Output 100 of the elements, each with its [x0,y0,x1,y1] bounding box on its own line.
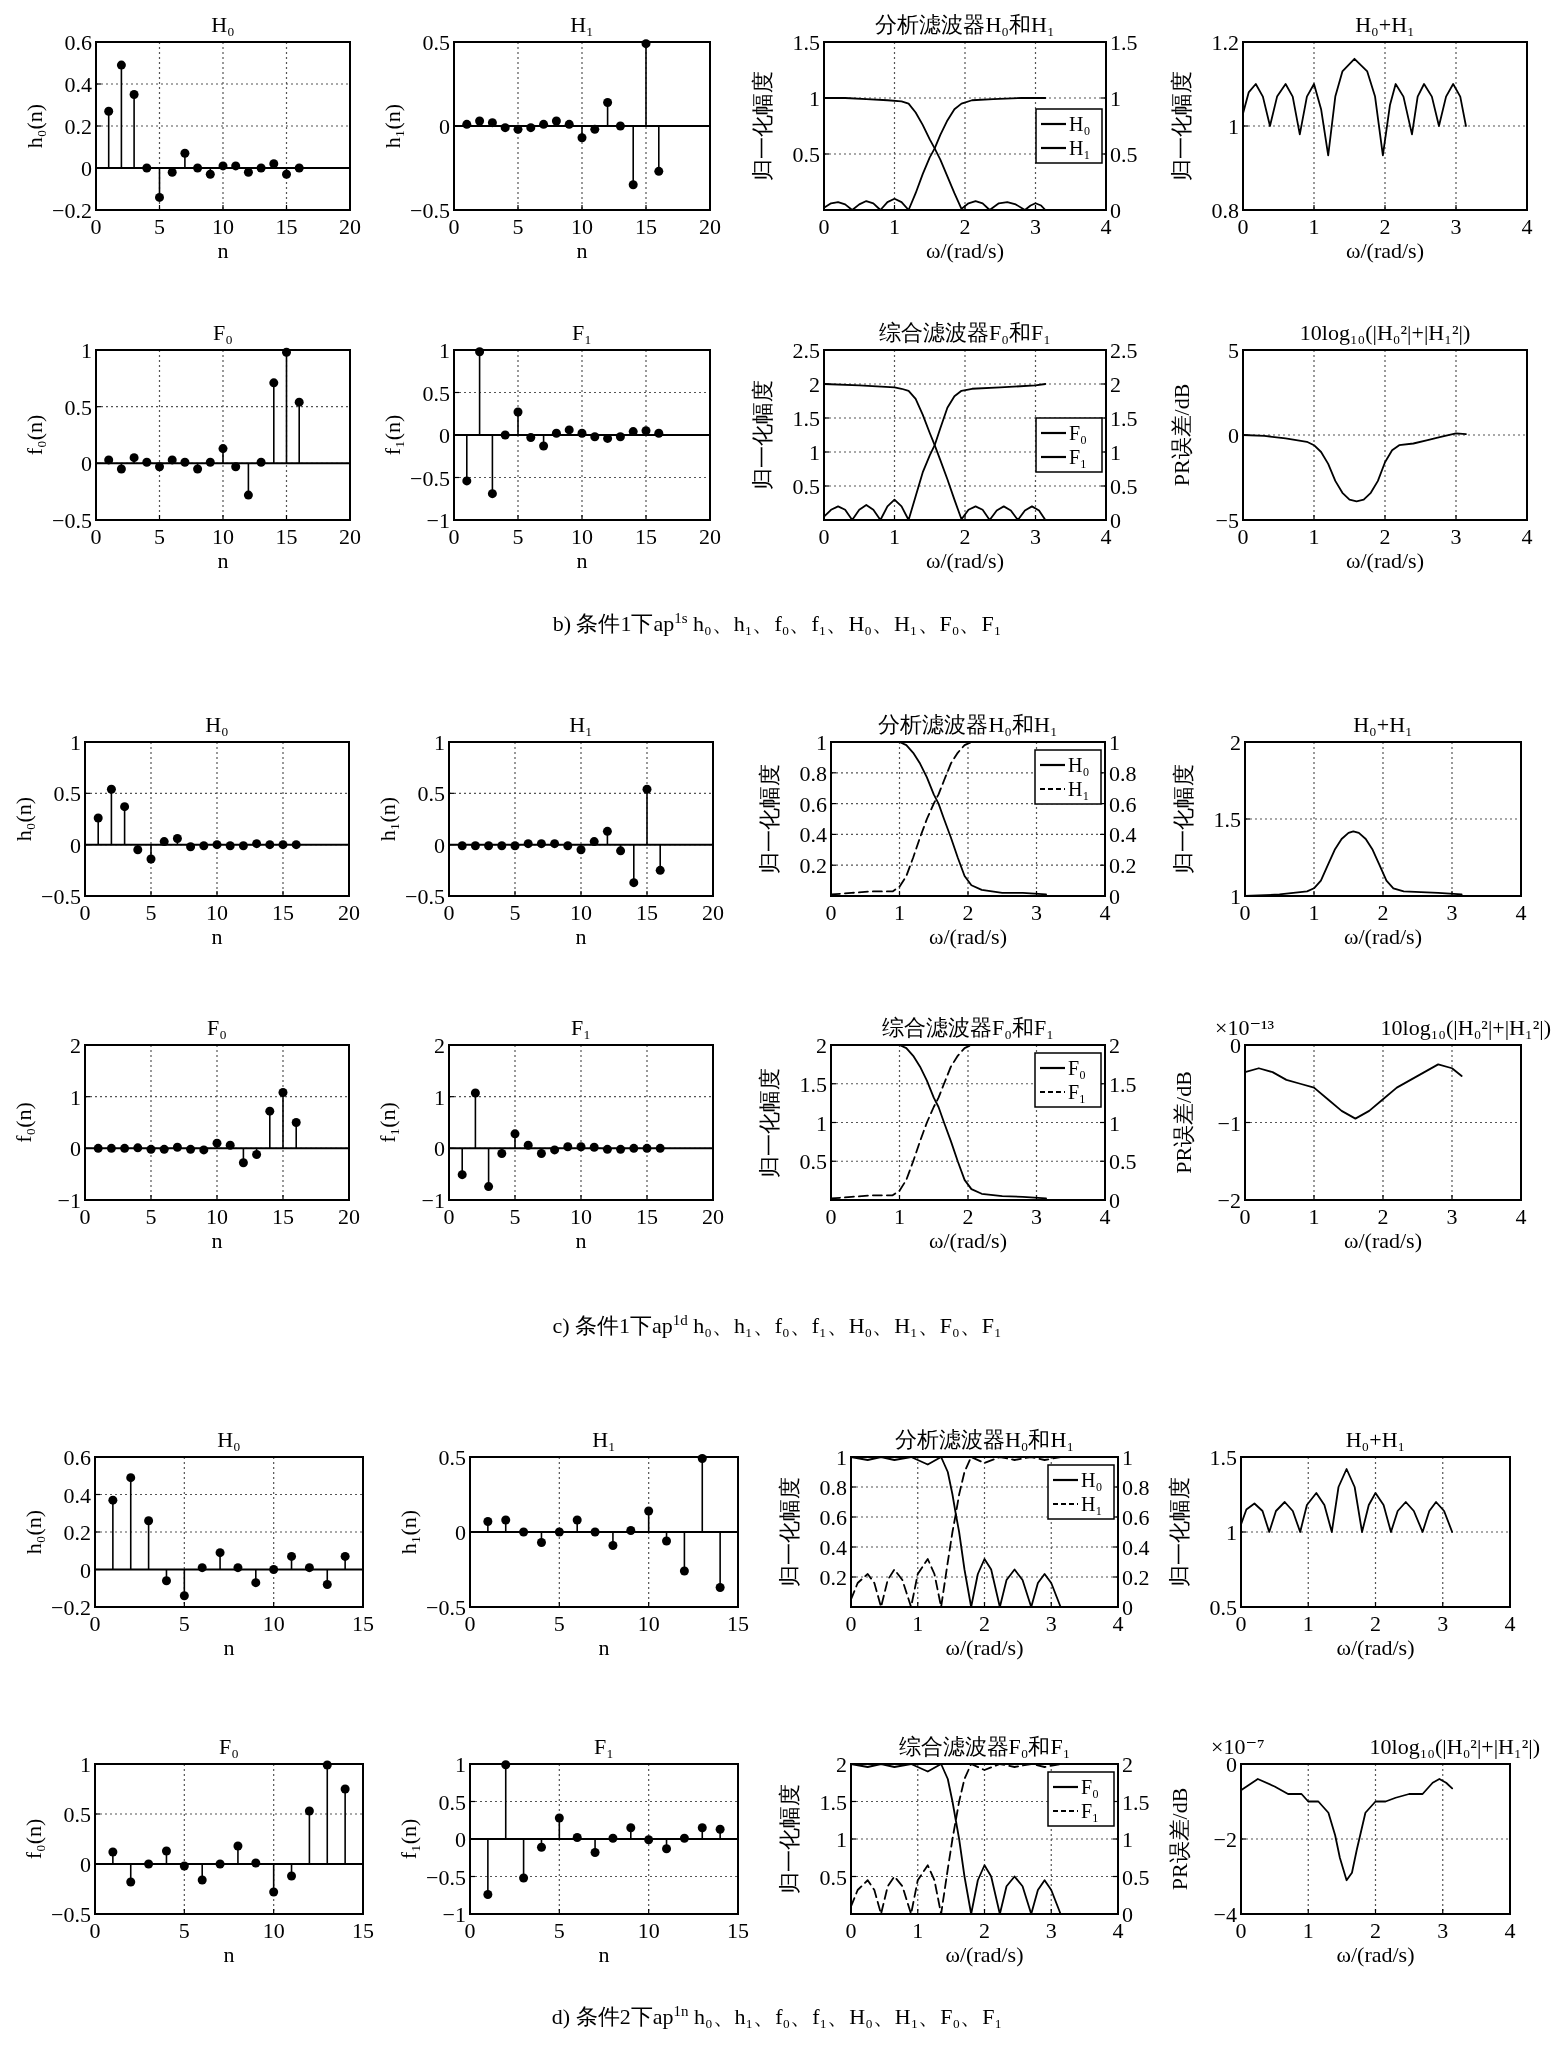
y-tick-label: 0.2 [819,1565,847,1590]
x-tick-label: 1 [894,1204,905,1229]
x-axis-title: n [223,1942,235,1967]
x-tick-label: 20 [702,900,724,925]
text: c) 条件1下ap$^{1d}$ h₀、h₁、f₀、f₁、H₀、H₁、F₀、F₁ [552,1312,1002,1338]
legend-label: H₀ [1068,754,1090,776]
y-tick-label: 1 [70,1084,81,1110]
y-tick-label: −5 [1215,508,1239,533]
y2-tick-label: 0.5 [1122,1864,1150,1890]
y-axis-title: f₁(n) [380,414,405,456]
y-axis-title: 归一化幅度 [750,380,775,490]
x-tick-label: 10 [637,1918,660,1943]
y2-tick-label: 0 [1109,1188,1120,1213]
y-tick-label: 0 [70,832,81,858]
y2-tick-label: 1 [1122,1445,1133,1470]
y2-tick-label: 0.4 [1122,1535,1150,1560]
y2-tick-label: 1.5 [1110,30,1138,55]
y-tick-label: 0.6 [799,791,827,817]
x-tick-label: 10 [206,900,228,925]
y-tick-label: 0.5 [438,1445,466,1470]
y-tick-label: −1 [1217,1110,1241,1136]
y-tick-label: 1 [809,86,820,111]
chart-title: 综合滤波器F₀和F₁ [898,1734,1071,1759]
x-axis-title: ω/(rad/s) [925,548,1005,573]
y-tick-label: 2 [1230,730,1241,755]
x-tick-label: 2 [1370,1918,1381,1943]
x-tick-label: 1 [1308,900,1320,925]
y-tick-label: −0.5 [426,1864,466,1890]
chart-title: 10log₁₀(|H₀²|+|H₁²|) [1369,1734,1540,1759]
legend-label: H₁ [1068,778,1090,800]
y-tick-label: 1 [455,1752,466,1777]
x-axis-title: ω/(rad/s) [1343,1228,1423,1253]
x-tick-label: 4 [1515,900,1527,925]
y-axis-title: f₀(n) [22,414,47,456]
x-tick-label: 3 [1437,1918,1449,1943]
y-tick-label: 0 [455,1827,466,1852]
x-tick-label: 20 [338,1204,360,1229]
chart-title: F₀ [213,320,233,345]
y-tick-label: 2 [816,1033,827,1058]
x-tick-label: 15 [275,524,298,549]
text: ×10⁻⁷ [1211,1734,1265,1759]
y-axis-title: h₀(n) [21,1509,46,1555]
x-tick-label: 3 [1450,524,1462,549]
legend-label: F₀ [1068,1057,1087,1079]
x-axis-title: ω/(rad/s) [1343,924,1423,949]
y2-tick-label: 0.4 [1109,822,1137,848]
y-tick-label: 0 [81,156,92,181]
x-tick-label: 10 [206,1204,228,1229]
y-tick-label: 0.8 [1211,198,1239,223]
x-axis-title: n [598,1635,610,1660]
y2-tick-label: 0 [1109,884,1120,909]
chart-title: 综合滤波器F₀和F₁ [882,1015,1054,1040]
chart-title: 综合滤波器F₀和F₁ [879,320,1051,345]
y-tick-label: 1 [80,1752,91,1777]
x-tick-label: 4 [1100,214,1112,239]
y-tick-label: 0 [81,451,92,477]
y-tick-label: 1 [816,730,827,755]
y2-tick-label: 0 [1122,1902,1133,1927]
x-axis-title: ω/(rad/s) [928,1228,1008,1253]
x-axis-title: n [576,238,588,263]
y2-tick-label: 0.6 [1122,1505,1150,1530]
text: b) 条件1下ap$^{1s}$ h₀、h₁、f₀、f₁、H₀、H₁、F₀、F₁ [552,610,1002,636]
x-tick-label: 3 [1045,1918,1057,1943]
x-tick-label: 5 [509,900,521,925]
x-axis-title: n [598,1942,610,1967]
x-tick-label: 10 [570,900,592,925]
y-axis-title: 归一化幅度 [1167,1477,1192,1587]
y2-tick-label: 0.5 [1109,1149,1137,1175]
x-tick-label: 2 [1377,1204,1389,1229]
chart-title: F₀ [219,1734,239,1759]
chart-title: F₁ [571,1015,591,1040]
x-tick-label: 1 [1308,1204,1320,1229]
x-tick-label: 3 [1031,900,1042,925]
y-tick-label: 0.5 [417,781,445,807]
text: d) 条件2下ap$^{1n}$ h₀、h₁、f₀、f₁、H₀、H₁、F₀、F₁ [551,2003,1003,2029]
y2-tick-label: 1 [1110,440,1121,465]
y-tick-label: 1 [1228,114,1239,139]
x-axis-title: n [575,1228,587,1253]
y2-tick-label: 2 [1109,1033,1120,1058]
chart-title: F₁ [572,320,592,345]
y-tick-label: 0 [455,1520,466,1545]
x-tick-label: 20 [699,524,721,549]
x-tick-label: 2 [1370,1611,1381,1636]
x-tick-label: 20 [702,1204,724,1229]
x-tick-label: 20 [339,524,361,549]
x-axis-title: n [223,1635,235,1660]
y-tick-label: 1 [809,440,820,465]
chart-title: 分析滤波器H₀和H₁ [875,12,1055,37]
chart-title: 分析滤波器H₀和H₁ [894,1427,1075,1452]
chart-title: H₀ [217,1427,241,1452]
x-tick-label: 15 [272,900,294,925]
x-tick-label: 4 [1521,214,1533,239]
y2-tick-label: 1 [1109,730,1120,755]
x-tick-label: 15 [636,1204,658,1229]
y-tick-label: 0.5 [799,1149,827,1175]
chart-title: H₀ [205,712,229,737]
y-axis-title: f₀(n) [11,1102,36,1143]
y-tick-label: 1 [70,730,81,755]
x-tick-label: 15 [272,1204,294,1229]
y-tick-label: 0.4 [64,72,92,97]
